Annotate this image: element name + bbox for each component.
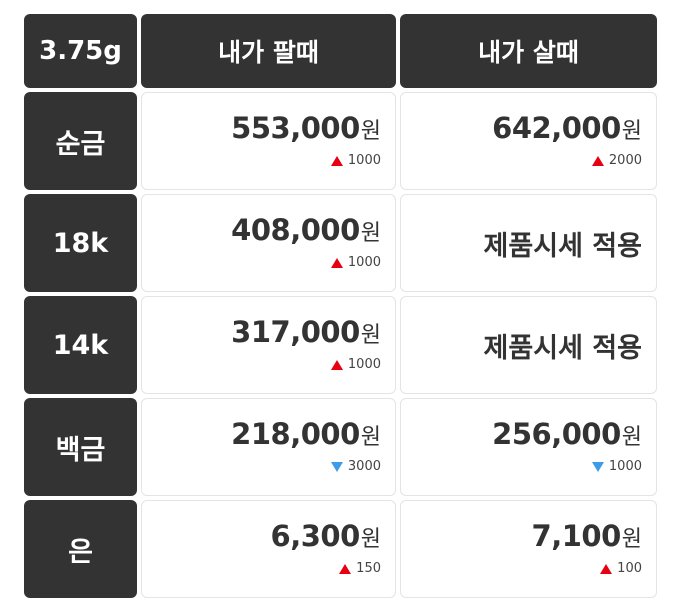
currency-unit: 원 xyxy=(360,527,381,552)
sell-price: 408,000원 xyxy=(231,213,381,247)
row-label-silver: 은 xyxy=(24,500,137,598)
sell-price-cell: 553,000원 1000 xyxy=(141,92,396,190)
product-price-note: 제품시세 적용 xyxy=(483,230,642,262)
sell-price: 317,000원 xyxy=(231,315,381,349)
buy-price: 256,000원 xyxy=(492,417,642,451)
sell-price-cell: 408,000원 1000 xyxy=(141,194,396,292)
sell-price: 553,000원 xyxy=(231,111,381,145)
currency-unit: 원 xyxy=(360,425,381,450)
price-value: 642,000 xyxy=(492,111,621,145)
sell-column-header: 내가 팔때 xyxy=(141,14,396,88)
change-value: 2000 xyxy=(608,153,642,168)
change-value: 1000 xyxy=(347,153,381,168)
currency-unit: 원 xyxy=(360,221,381,246)
sell-price-cell: 6,300원 150 xyxy=(141,500,396,598)
price-value: 7,100 xyxy=(531,519,622,553)
up-triangle-icon xyxy=(600,563,613,574)
change-value: 1000 xyxy=(347,357,381,372)
price-change: 2000 xyxy=(591,153,642,168)
buy-price-cell: 642,000원 2000 xyxy=(400,92,657,190)
sell-price-cell: 317,000원 1000 xyxy=(141,296,396,394)
currency-unit: 원 xyxy=(360,119,381,144)
change-value: 150 xyxy=(356,561,381,576)
price-value: 408,000 xyxy=(231,213,360,247)
price-change: 1000 xyxy=(330,357,381,372)
currency-unit: 원 xyxy=(621,119,642,144)
up-triangle-icon xyxy=(330,359,343,370)
buy-price-cell: 제품시세 적용 xyxy=(400,296,657,394)
buy-price-cell: 7,100원 100 xyxy=(400,500,657,598)
price-change: 100 xyxy=(600,561,642,576)
change-value: 1000 xyxy=(608,459,642,474)
price-change: 1000 xyxy=(591,459,642,474)
row-label-pure-gold: 순금 xyxy=(24,92,137,190)
currency-unit: 원 xyxy=(360,323,381,348)
up-triangle-icon xyxy=(330,257,343,268)
price-change: 150 xyxy=(339,561,381,576)
sell-price: 218,000원 xyxy=(231,417,381,451)
buy-price: 642,000원 xyxy=(492,111,642,145)
price-value: 6,300 xyxy=(270,519,361,553)
buy-price-cell: 256,000원 1000 xyxy=(400,398,657,496)
buy-column-header: 내가 살때 xyxy=(400,14,657,88)
sell-price-cell: 218,000원 3000 xyxy=(141,398,396,496)
up-triangle-icon xyxy=(339,563,352,574)
price-value: 256,000 xyxy=(492,417,621,451)
change-value: 100 xyxy=(617,561,642,576)
price-value: 218,000 xyxy=(231,417,360,451)
row-label-platinum: 백금 xyxy=(24,398,137,496)
buy-price-cell: 제품시세 적용 xyxy=(400,194,657,292)
price-change: 1000 xyxy=(330,153,381,168)
down-triangle-icon xyxy=(330,461,343,472)
buy-price: 7,100원 xyxy=(532,519,642,553)
product-price-note: 제품시세 적용 xyxy=(483,332,642,364)
price-value: 317,000 xyxy=(231,315,360,349)
up-triangle-icon xyxy=(330,155,343,166)
row-label-14k: 14k xyxy=(24,296,137,394)
change-value: 3000 xyxy=(347,459,381,474)
weight-header: 3.75g xyxy=(24,14,137,88)
sell-price: 6,300원 xyxy=(271,519,381,553)
price-value: 553,000 xyxy=(231,111,360,145)
down-triangle-icon xyxy=(591,461,604,472)
row-label-18k: 18k xyxy=(24,194,137,292)
currency-unit: 원 xyxy=(621,527,642,552)
change-value: 1000 xyxy=(347,255,381,270)
price-change: 1000 xyxy=(330,255,381,270)
currency-unit: 원 xyxy=(621,425,642,450)
price-change: 3000 xyxy=(330,459,381,474)
up-triangle-icon xyxy=(591,155,604,166)
